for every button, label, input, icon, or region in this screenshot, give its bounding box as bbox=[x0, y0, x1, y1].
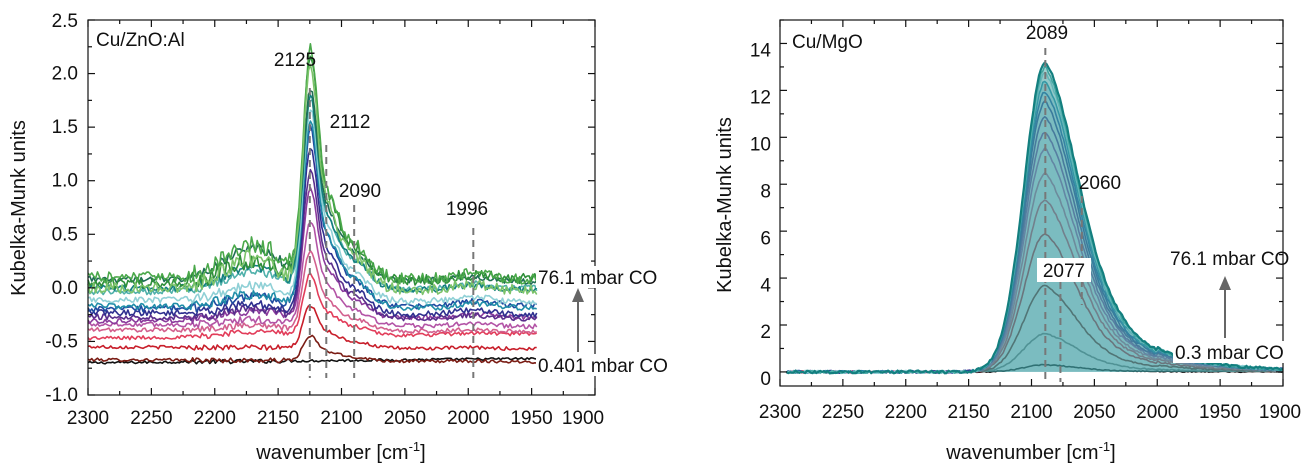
chart-right-cu-mgo: 2300 2250 2200 2150 2100 2050 2000 1950 … bbox=[714, 19, 1301, 464]
series-line-18 bbox=[87, 63, 538, 296]
series-fill-15 bbox=[786, 62, 1283, 374]
x-tick-labels-right: 2300 2250 2200 2150 2100 2050 2000 1950 … bbox=[759, 402, 1301, 423]
x-tick-label: 2050 bbox=[1073, 402, 1115, 423]
series-fill-12 bbox=[786, 81, 1283, 374]
chart-left-cu-zno-al: 2300 2250 2200 2150 2100 2050 2000 1950 … bbox=[8, 11, 680, 464]
peak-label: 2089 bbox=[1026, 23, 1068, 44]
series-line-8 bbox=[87, 168, 538, 322]
x-tick-label: 2150 bbox=[257, 408, 299, 429]
y-tick-label: 10 bbox=[750, 135, 771, 156]
x-tick-label: 2200 bbox=[194, 408, 236, 429]
y-axis-title-right: Kubelka-Munk units bbox=[714, 117, 736, 293]
x-tick-label: 2100 bbox=[320, 408, 362, 429]
annotation-low-pressure-right: 0.3 mbar CO bbox=[1175, 343, 1284, 364]
series-line-7 bbox=[87, 186, 538, 325]
x-tick-label: 2250 bbox=[130, 408, 172, 429]
annotation-high-pressure-right: 76.1 mbar CO bbox=[1170, 249, 1289, 270]
y-tick-label: -1.0 bbox=[45, 385, 78, 406]
series-fill-13 bbox=[786, 72, 1283, 374]
y-tick-labels-right: 0 2 4 6 8 10 12 14 bbox=[750, 41, 772, 390]
x-tick-label: 2100 bbox=[1010, 402, 1052, 423]
x-tick-label: 2250 bbox=[822, 402, 864, 423]
peak-label: 2125 bbox=[274, 50, 316, 71]
peak-label: 2060 bbox=[1079, 173, 1121, 194]
y-tick-labels-left: -1.0 -0.5 0.0 0.5 1.0 1.5 2.0 2.5 bbox=[45, 11, 78, 406]
arrow-head-left bbox=[572, 288, 584, 302]
peak-label: 1996 bbox=[446, 199, 488, 220]
peak-label: 2112 bbox=[330, 112, 371, 133]
x-tick-label: 1950 bbox=[1199, 402, 1241, 423]
x-axis-title-left: wavenumber [cm-1] bbox=[255, 439, 425, 464]
y-tick-label: 12 bbox=[750, 88, 771, 109]
series-line-4 bbox=[87, 272, 537, 341]
x-tick-label: 2150 bbox=[947, 402, 989, 423]
y-tick-label: 1.0 bbox=[52, 171, 78, 192]
series-line-1 bbox=[87, 356, 537, 365]
y-tick-label: 0 bbox=[760, 369, 771, 390]
peak-label: 2077 bbox=[1043, 261, 1085, 282]
panel-label-left: Cu/ZnO:Al bbox=[96, 30, 185, 51]
annotation-bg bbox=[536, 354, 680, 376]
y-tick-label: -0.5 bbox=[45, 331, 78, 352]
y-tick-label: 2.0 bbox=[52, 64, 78, 85]
x-tick-label: 2000 bbox=[447, 408, 489, 429]
x-tick-label: 2000 bbox=[1136, 402, 1178, 423]
x-tick-label: 2200 bbox=[885, 402, 927, 423]
x-tick-label: 1900 bbox=[562, 408, 604, 429]
x-tick-label: 2300 bbox=[67, 408, 109, 429]
series-line-2 bbox=[87, 334, 537, 365]
x-tick-label: 2300 bbox=[759, 402, 801, 423]
panel-label-right: Cu/MgO bbox=[792, 32, 863, 53]
x-tick-labels-left: 2300 2250 2200 2150 2100 2050 2000 1950 … bbox=[67, 408, 604, 429]
series-line-11 bbox=[87, 120, 537, 312]
y-tick-label: 1.5 bbox=[52, 117, 78, 138]
annotation-low-pressure-left: 0.401 mbar CO bbox=[538, 356, 668, 377]
arrow-head-right bbox=[1219, 276, 1231, 290]
series-line-17 bbox=[87, 42, 538, 285]
x-tick-label: 1900 bbox=[1259, 402, 1301, 423]
peak-lines-left bbox=[308, 88, 475, 378]
y-tick-label: 4 bbox=[760, 275, 771, 296]
y-tick-label: 0.5 bbox=[52, 224, 78, 245]
x-axis-title-right: wavenumber [cm-1] bbox=[945, 439, 1115, 464]
annotation-bg bbox=[1037, 258, 1091, 282]
series-line-5 bbox=[87, 249, 538, 335]
series-fill-14 bbox=[786, 66, 1283, 374]
x-tick-label: 1950 bbox=[510, 408, 552, 429]
series-line-9 bbox=[87, 147, 538, 318]
series-group-left bbox=[87, 42, 538, 365]
peak-label: 2090 bbox=[339, 181, 381, 202]
y-tick-label: 6 bbox=[760, 228, 771, 249]
annotation-bg bbox=[536, 266, 666, 288]
peak-lines-right bbox=[1044, 48, 1083, 382]
y-tick-label: 14 bbox=[750, 41, 772, 62]
x-tick-label: 2050 bbox=[384, 408, 426, 429]
y-tick-label: 8 bbox=[760, 181, 771, 202]
y-tick-label: 2.5 bbox=[52, 11, 78, 32]
series-line-12 bbox=[87, 109, 537, 305]
y-axis-title-left: Kubelka-Munk units bbox=[8, 120, 30, 296]
y-tick-label: 2 bbox=[760, 322, 771, 343]
series-line-3 bbox=[87, 305, 537, 352]
y-tick-label: 0.0 bbox=[52, 278, 78, 299]
series-line-6 bbox=[87, 221, 538, 330]
annotation-bg bbox=[1173, 341, 1285, 363]
annotation-high-pressure-left: 76.1 mbar CO bbox=[538, 268, 657, 289]
series-group-right bbox=[785, 61, 1284, 375]
